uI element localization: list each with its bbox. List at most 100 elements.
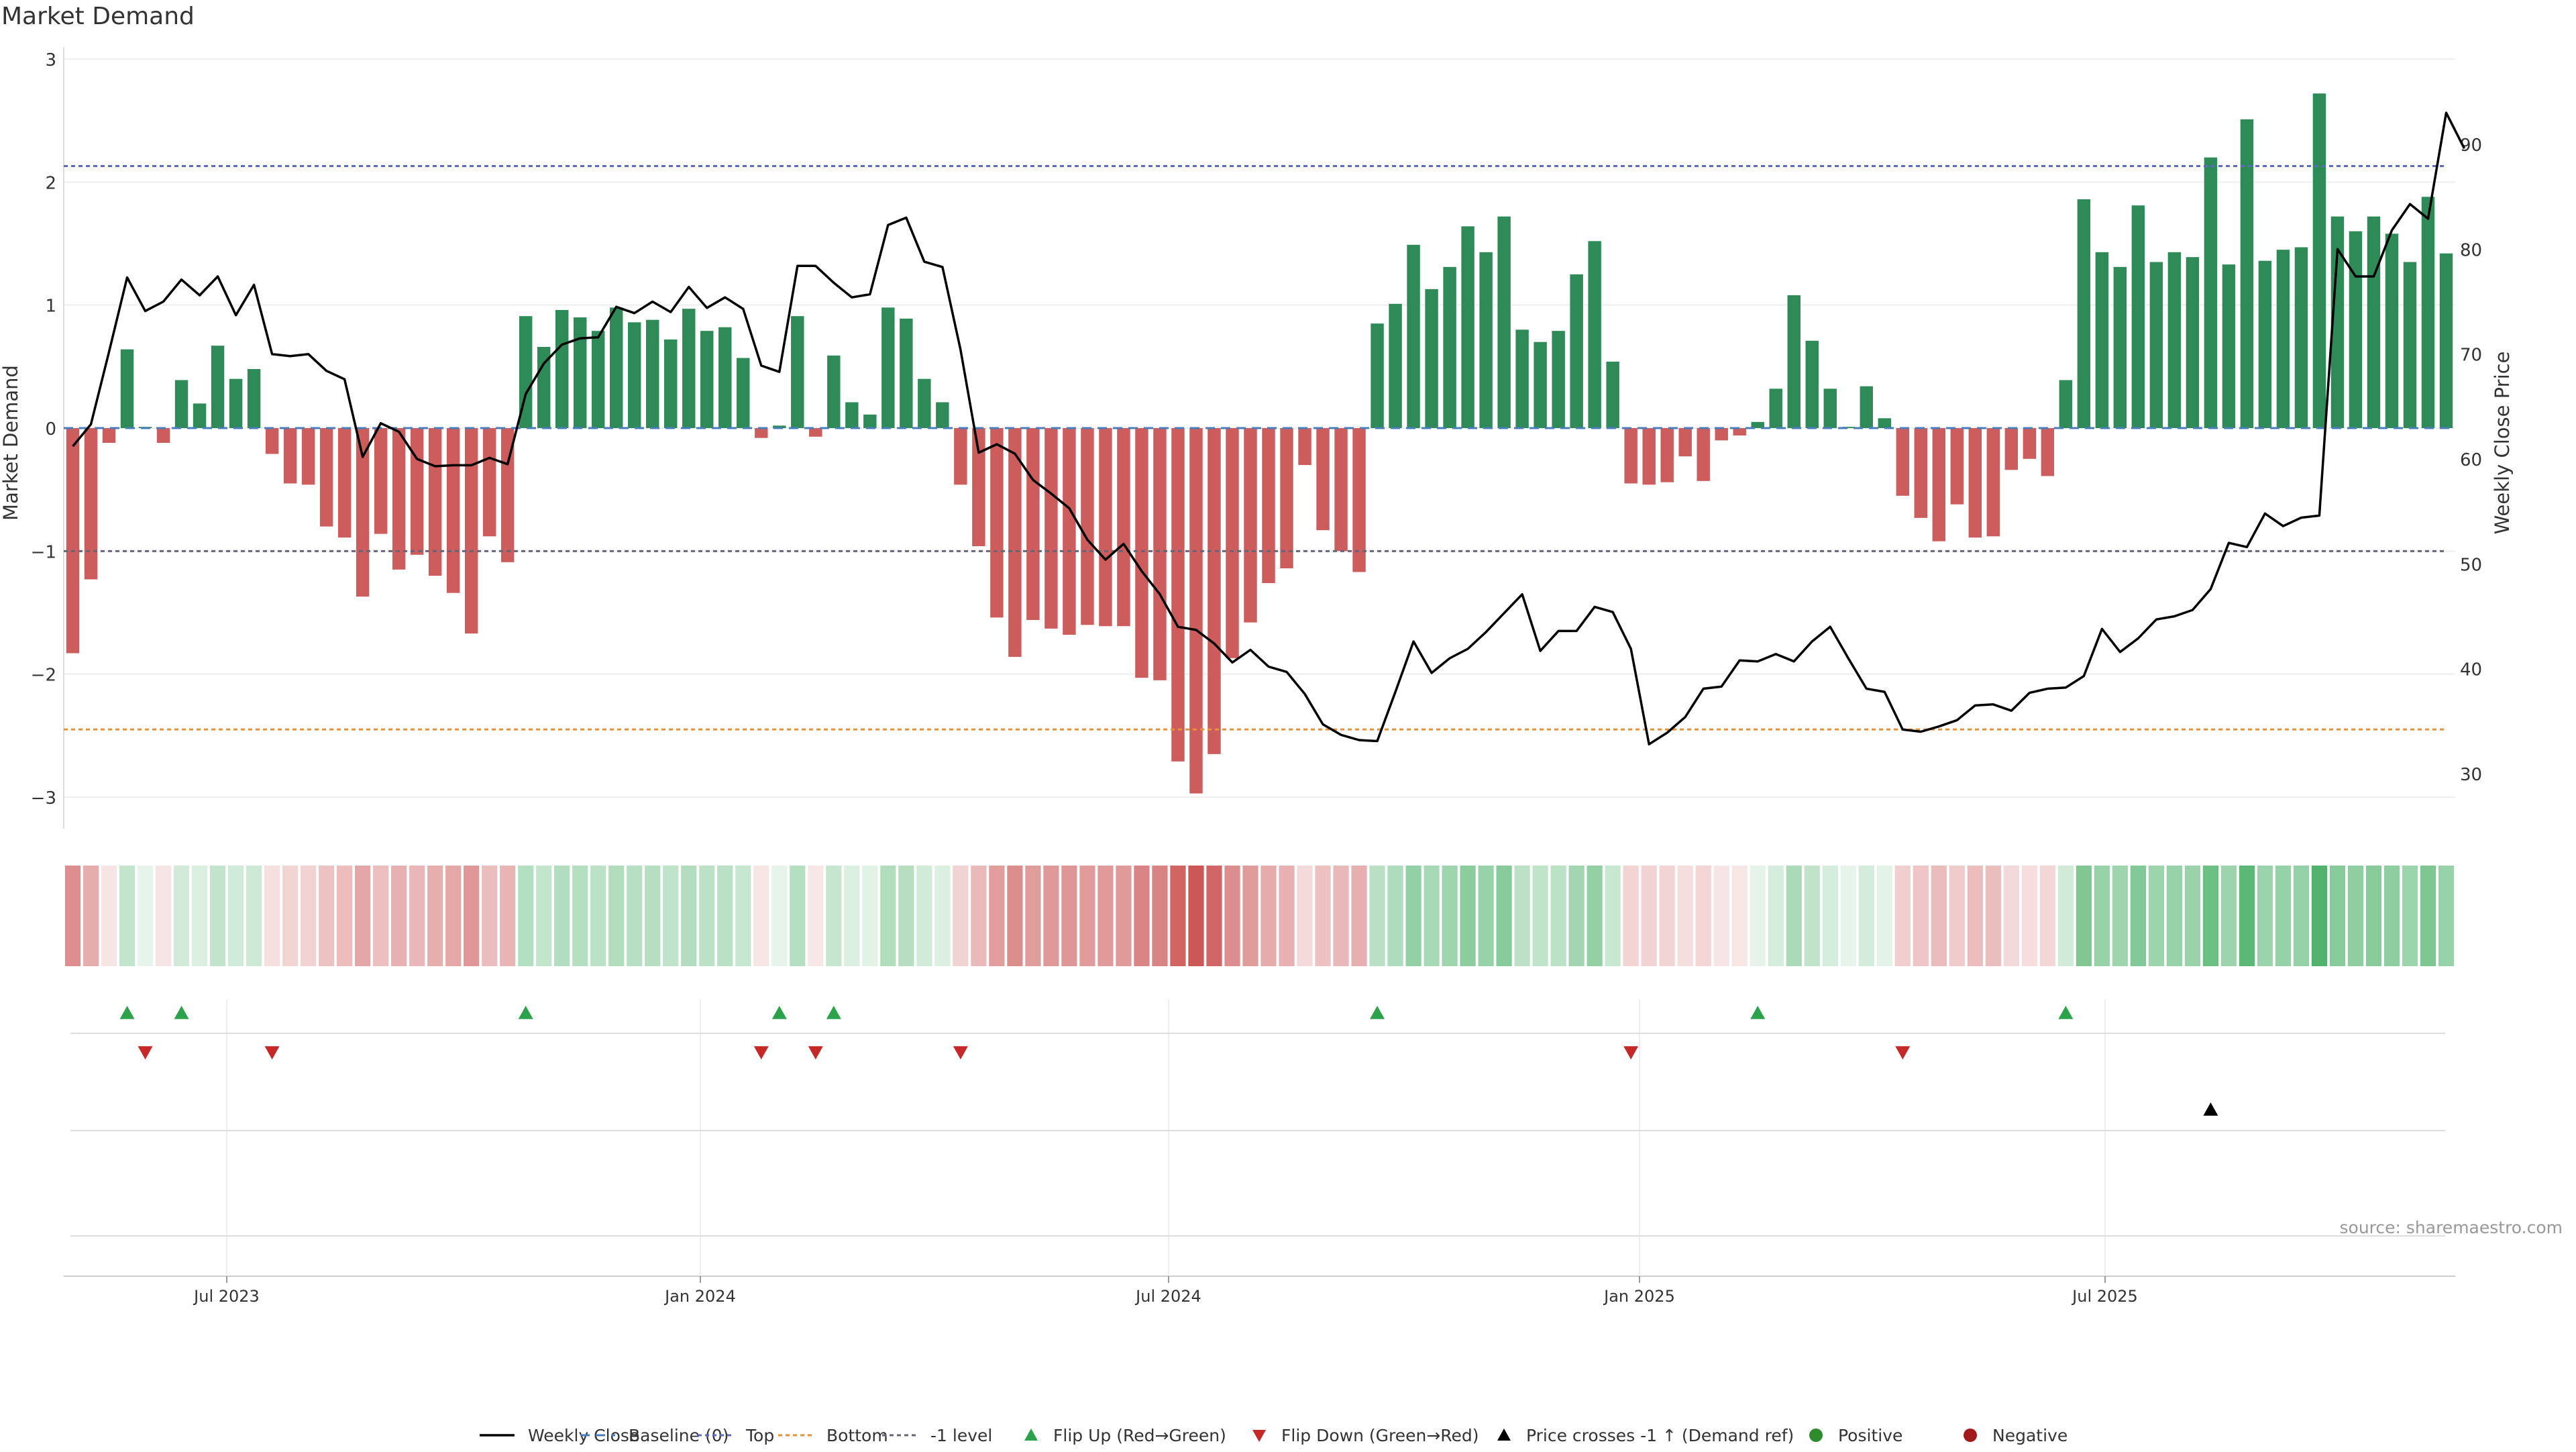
heat-cell: [916, 866, 932, 966]
chart-title: Market Demand: [1, 3, 195, 30]
heat-cell: [1315, 866, 1331, 966]
heat-cell: [173, 866, 190, 966]
demand-bar: [845, 402, 859, 428]
demand-bar: [2023, 428, 2037, 459]
demand-bar: [737, 358, 750, 428]
demand-bar: [2204, 157, 2218, 428]
heat-cell: [1786, 866, 1802, 966]
demand-bar: [1805, 340, 1819, 428]
legend-label: Flip Up (Red→Green): [1053, 1426, 1226, 1445]
y-axis-title: Market Demand: [0, 365, 22, 521]
heat-cell: [771, 866, 788, 966]
demand-bar: [519, 316, 533, 428]
demand-bar: [2186, 257, 2200, 428]
legend-label: Positive: [1838, 1426, 1902, 1445]
demand-bar: [211, 346, 225, 428]
demand-bar: [1298, 428, 1311, 465]
source-note: source: sharemaestro.com: [2339, 1218, 2563, 1237]
demand-bar: [1660, 428, 1674, 482]
heat-cell: [1025, 866, 1041, 966]
demand-bar: [356, 428, 370, 597]
heat-cell: [1695, 866, 1711, 966]
demand-bar: [863, 414, 877, 428]
demand-bar: [2439, 253, 2453, 428]
demand-bar: [2258, 260, 2272, 428]
demand-bar: [646, 319, 659, 428]
heat-cell: [1260, 866, 1277, 966]
heat-cell: [608, 866, 625, 966]
legend-item: Weekly Close: [480, 1426, 639, 1445]
heat-cell: [554, 866, 570, 966]
heat-cell: [627, 866, 643, 966]
heat-cell: [2057, 866, 2074, 966]
demand-bar: [1787, 295, 1801, 428]
demand-bar: [1751, 421, 1764, 428]
heat-cell: [1514, 866, 1530, 966]
heat-cell: [1007, 866, 1023, 966]
heat-cell: [445, 866, 462, 966]
heat-cell: [1840, 866, 1856, 966]
flip-up-marker: [518, 1006, 533, 1019]
demand-bar: [573, 317, 587, 428]
demand-bar: [301, 428, 315, 485]
heat-cell: [409, 866, 425, 966]
demand-bar: [1389, 303, 1402, 428]
heat-cell: [2383, 866, 2400, 966]
flip-up-marker: [1370, 1006, 1385, 1019]
y-tick-label: 1: [45, 297, 56, 317]
demand-bar: [990, 428, 1004, 618]
heat-cell: [209, 866, 226, 966]
demand-bar: [66, 428, 80, 654]
demand-bar: [1588, 241, 1601, 428]
y-tick-label: 3: [45, 50, 56, 70]
heat-cell: [1931, 866, 1947, 966]
heat-cell: [1351, 866, 1367, 966]
flip-up-marker: [1750, 1006, 1766, 1019]
legend-label: Baseline (0): [629, 1426, 729, 1445]
heat-cell: [500, 866, 516, 966]
demand-bar: [682, 309, 696, 428]
demand-bar: [229, 378, 243, 428]
heat-cell: [2076, 866, 2092, 966]
demand-bar: [1226, 428, 1239, 658]
flip-up-marker: [771, 1006, 787, 1019]
heat-cell: [1097, 866, 1114, 966]
heat-cell: [246, 866, 262, 966]
heat-cell: [2420, 866, 2436, 966]
demand-bar: [1280, 428, 1293, 568]
heat-cell: [1822, 866, 1838, 966]
heat-cell: [337, 866, 353, 966]
y2-axis-title: Weekly Close Price: [2491, 352, 2514, 535]
heat-cell: [699, 866, 715, 966]
flip-down-marker: [808, 1046, 823, 1059]
y2-tick-label: 40: [2460, 660, 2482, 680]
heat-cell: [663, 866, 679, 966]
demand-bar: [2403, 262, 2417, 428]
heat-cell: [2166, 866, 2182, 966]
demand-bar: [1642, 428, 1656, 485]
y2-tick-label: 50: [2460, 555, 2482, 575]
demand-bar: [755, 428, 768, 438]
heat-cell: [1061, 866, 1077, 966]
heat-cell: [1297, 866, 1313, 966]
demand-bar: [2095, 252, 2109, 428]
demand-bar: [84, 428, 98, 580]
heat-cell: [1623, 866, 1639, 966]
demand-bar: [193, 403, 207, 428]
demand-bar: [1878, 418, 1891, 428]
heat-cell: [155, 866, 172, 966]
demand-bar: [2330, 216, 2345, 428]
x-tick-label: Jan 2025: [1603, 1287, 1675, 1306]
demand-bar: [1026, 428, 1040, 620]
x-tick-label: Jul 2025: [2071, 1287, 2138, 1306]
demand-bar: [2041, 428, 2055, 476]
heat-cell: [191, 866, 208, 966]
heat-cell: [2365, 866, 2382, 966]
legend-label: Top: [745, 1426, 774, 1445]
flip-down-marker: [1623, 1046, 1639, 1059]
heat-cell: [735, 866, 751, 966]
heat-cell: [101, 866, 117, 966]
legend-label: Bottom: [826, 1426, 888, 1445]
legend-label: Price crosses -1 ↑ (Demand ref): [1526, 1426, 1794, 1445]
